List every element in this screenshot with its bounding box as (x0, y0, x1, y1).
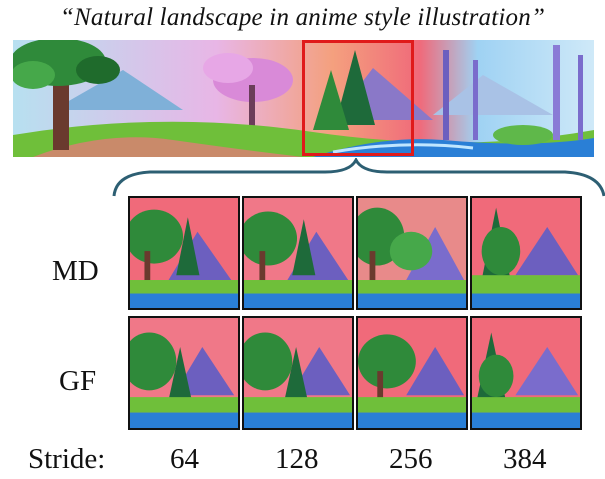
result-grid (128, 196, 585, 432)
stride-value-384: 384 (503, 443, 547, 475)
figure-caption: “Natural landscape in anime style illust… (59, 4, 546, 31)
gf-stride-384-image (470, 316, 582, 430)
row-label-gf: GF (59, 365, 97, 397)
stride-value-64: 64 (170, 443, 199, 475)
stride-value-128: 128 (275, 443, 319, 475)
gf-stride-64-image (128, 316, 240, 430)
gf-stride-128-image (242, 316, 354, 430)
md-stride-384-image (470, 196, 582, 310)
md-stride-128-image (242, 196, 354, 310)
row-label-md: MD (52, 255, 99, 287)
md-stride-256-image (356, 196, 468, 310)
stride-value-256: 256 (389, 443, 433, 475)
gf-stride-256-image (356, 316, 468, 430)
md-stride-64-image (128, 196, 240, 310)
crop-highlight-box (302, 40, 414, 156)
stride-label: Stride: (28, 443, 106, 475)
curly-brace (112, 158, 605, 197)
